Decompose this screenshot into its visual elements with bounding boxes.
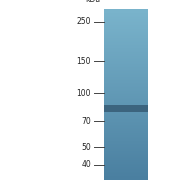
- Text: 250: 250: [76, 17, 91, 26]
- Text: 40: 40: [81, 160, 91, 169]
- Text: kDa: kDa: [86, 0, 101, 4]
- Text: 150: 150: [76, 57, 91, 66]
- Text: 100: 100: [76, 89, 91, 98]
- Bar: [104, 105, 148, 112]
- Text: 50: 50: [81, 143, 91, 152]
- Text: 70: 70: [81, 117, 91, 126]
